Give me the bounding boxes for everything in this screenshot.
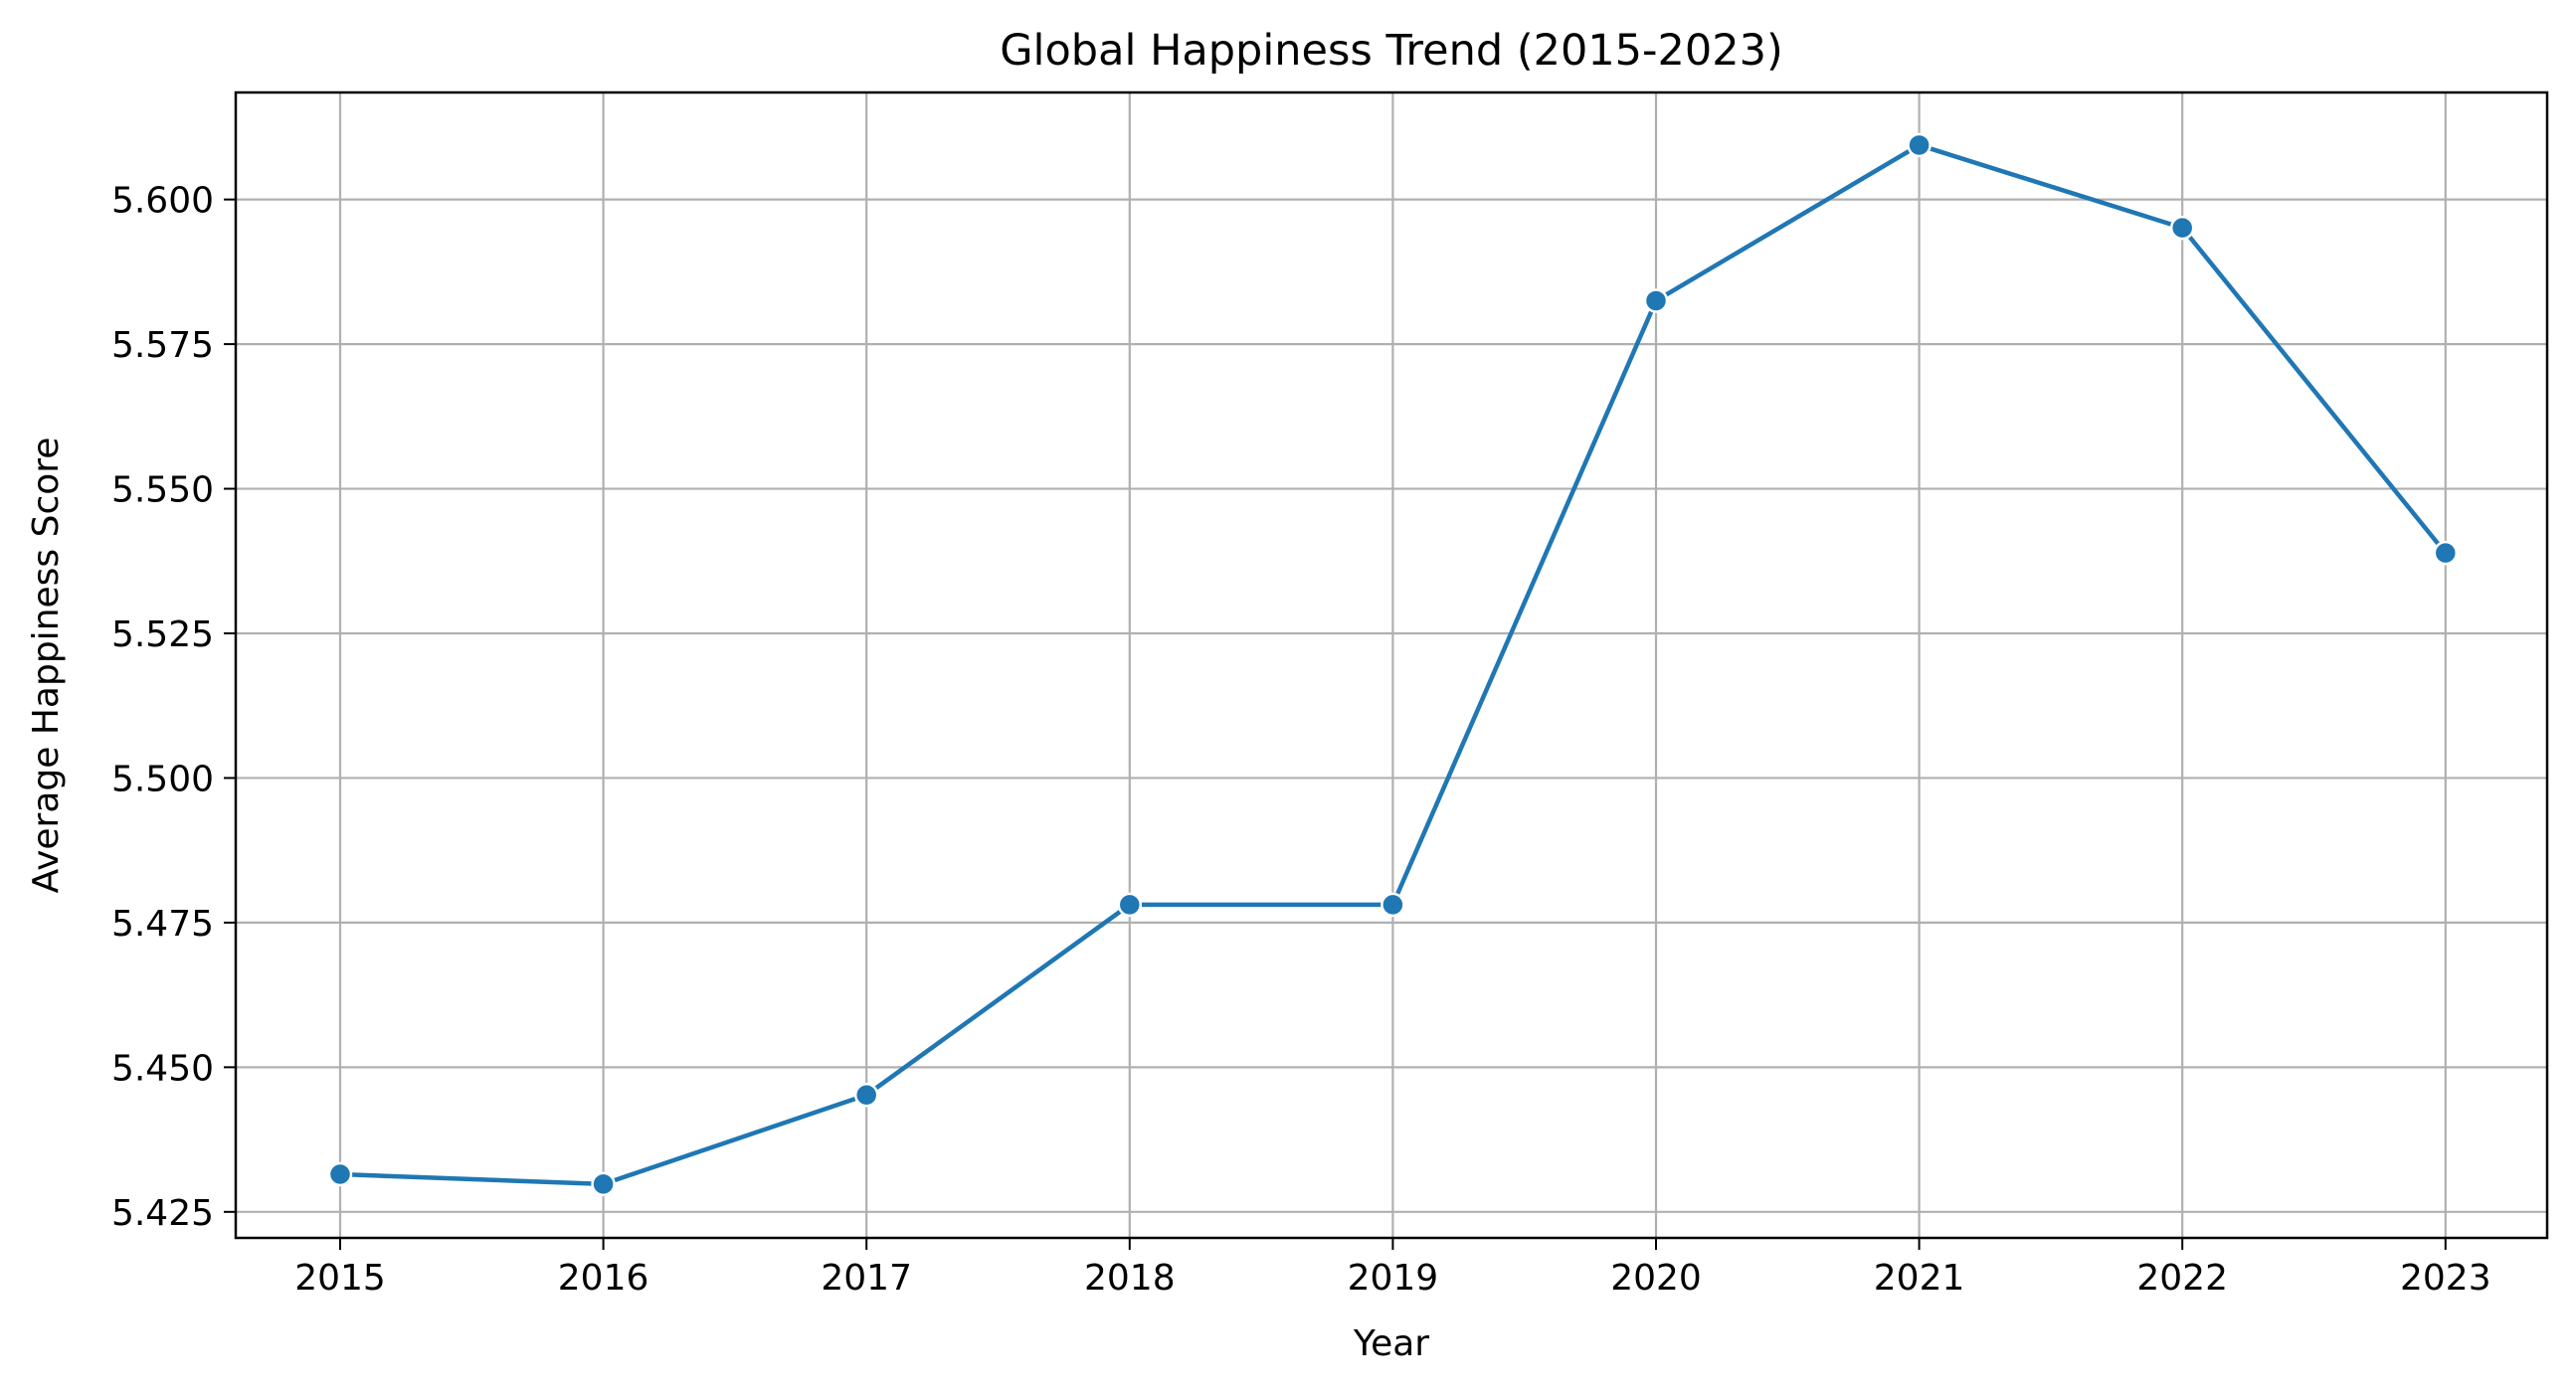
data-point-marker (1117, 892, 1143, 918)
x-tick-label: 2015 (294, 1258, 386, 1299)
x-tick-label: 2021 (1874, 1258, 1965, 1299)
y-tick-label: 5.450 (111, 1048, 214, 1089)
y-tick-label: 5.500 (111, 759, 214, 799)
y-gridlines (236, 198, 2547, 1213)
x-axis-label: Year (1353, 1323, 1429, 1364)
data-point-marker (2169, 215, 2195, 241)
y-tick-label: 5.550 (111, 470, 214, 511)
y-tick-label: 5.475 (111, 904, 214, 945)
series-layer (327, 132, 2459, 1197)
y-tick-label: 5.575 (111, 325, 214, 366)
data-point-marker (1907, 132, 1932, 158)
y-tick-label: 5.600 (111, 181, 214, 222)
data-point-marker (2433, 540, 2459, 566)
chart-title: Global Happiness Trend (2015-2023) (1000, 26, 1783, 76)
plot-frame (234, 90, 2549, 1240)
y-tick-label: 5.525 (111, 614, 214, 655)
y-axis-ticks: 5.425 5.450 5.475 5.500 5.525 5.550 5.575 5.600 (111, 181, 236, 1234)
data-point-marker (327, 1161, 353, 1187)
data-point-marker (1643, 288, 1669, 313)
x-tick-label: 2023 (2400, 1258, 2491, 1299)
y-tick-label: 5.425 (111, 1193, 214, 1234)
x-tick-label: 2017 (821, 1258, 912, 1299)
x-tick-label: 2019 (1348, 1258, 1439, 1299)
data-point-marker (853, 1083, 879, 1108)
x-axis-ticks: 2015 2016 2017 2018 2019 2020 2021 2022 2023 (294, 1238, 2491, 1299)
x-tick-label: 2018 (1084, 1258, 1176, 1299)
x-tick-label: 2020 (1610, 1258, 1702, 1299)
data-point-marker (1380, 892, 1405, 918)
y-axis-label: Average Happiness Score (26, 437, 67, 894)
data-point-marker (591, 1171, 616, 1197)
x-gridlines (338, 92, 2447, 1238)
x-tick-label: 2022 (2136, 1258, 2228, 1299)
x-tick-label: 2016 (558, 1258, 649, 1299)
